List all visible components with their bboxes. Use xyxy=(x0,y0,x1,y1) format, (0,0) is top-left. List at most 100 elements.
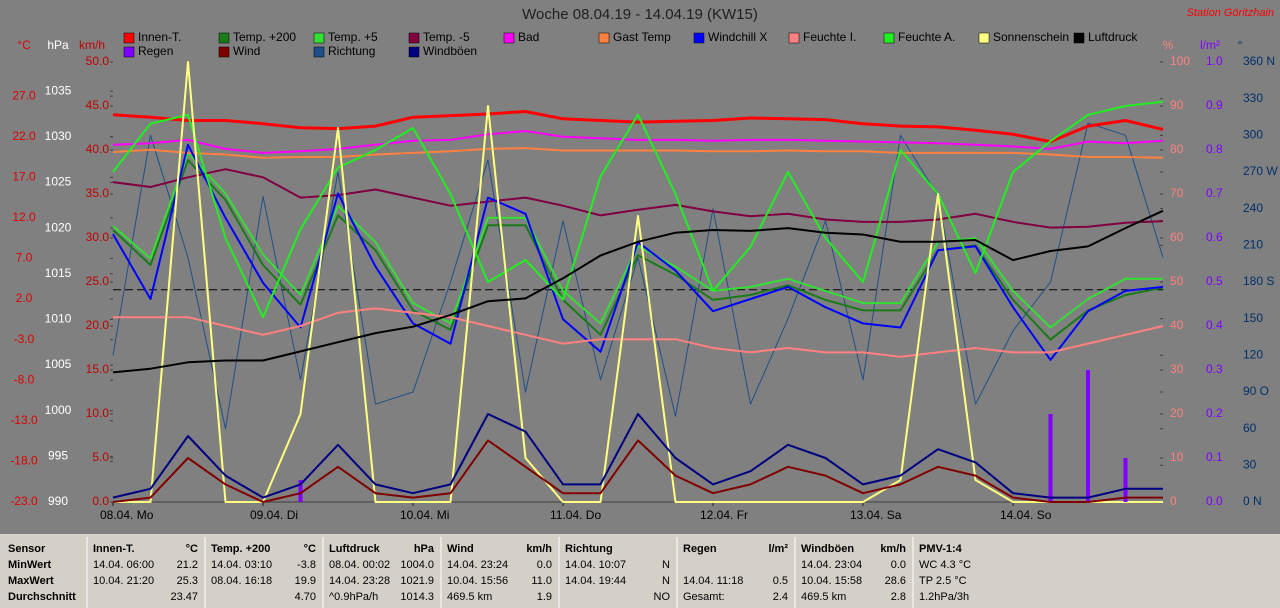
legend-swatch xyxy=(1073,32,1085,44)
table-cell: 25.3 xyxy=(177,575,198,587)
y-tick-label: 22.0 xyxy=(12,129,36,143)
series-line xyxy=(112,439,1163,503)
table-cell: 1014.3 xyxy=(400,591,434,603)
y-tick-label: 180 S xyxy=(1243,274,1274,288)
table-cell: 19.9 xyxy=(295,575,316,587)
y-tick-label: 10.0 xyxy=(86,406,110,420)
table-cell: 10.04. 21:20 xyxy=(93,575,154,587)
legend-label: Windböen xyxy=(423,44,477,58)
table-cell: 14.04. 11:18 xyxy=(683,575,743,587)
rain-bar xyxy=(1086,370,1090,502)
y-tick-label: 50.0 xyxy=(86,54,110,68)
y-tick-label: 0.1 xyxy=(1206,450,1223,464)
y-tick-label: 12.0 xyxy=(12,210,36,224)
legend-label: Temp. +5 xyxy=(328,30,378,44)
column-title: PMV-1:4 xyxy=(919,543,963,555)
table-background xyxy=(0,534,1280,608)
column-unit: °C xyxy=(304,543,316,555)
y-tick-label: 60 xyxy=(1243,421,1257,435)
y-tick-label: 1005 xyxy=(45,357,72,371)
x-tick-label: 11.04. Do xyxy=(550,508,601,522)
x-tick-label: 12.04. Fr xyxy=(700,508,748,522)
x-tick-label: 09.04. Di xyxy=(250,508,298,522)
legend-swatch xyxy=(408,46,420,58)
x-tick-label: 08.04. Mo xyxy=(100,508,154,522)
series-line xyxy=(112,122,1164,430)
y-tick-label: 1000 xyxy=(45,403,72,417)
series-line xyxy=(112,130,1164,154)
legend-swatch xyxy=(313,32,325,44)
y-tick-label: 240 xyxy=(1243,201,1263,215)
legend-swatch xyxy=(788,32,800,44)
y-tick-label: 150 xyxy=(1243,311,1263,325)
rain-bar xyxy=(1048,414,1053,502)
series-line xyxy=(113,61,1163,503)
station-name: Station Göritzhain xyxy=(1187,7,1274,19)
axis-title: km/h xyxy=(79,38,105,52)
chart-title: Woche 08.04.19 - 14.04.19 (KW15) xyxy=(522,6,758,23)
table-cell: 1.2hPa/3h xyxy=(919,591,969,603)
series-line xyxy=(112,100,1164,319)
legend-swatch xyxy=(693,32,705,44)
y-tick-label: 35.0 xyxy=(86,186,110,200)
y-tick-label: -13.0 xyxy=(10,413,38,427)
y-tick-label: 50 xyxy=(1170,274,1184,288)
legend-swatch xyxy=(503,32,515,44)
legend-swatch xyxy=(978,32,990,44)
legend-label: Feuchte I. xyxy=(803,30,856,44)
series-line xyxy=(112,110,1164,144)
column-unit: km/h xyxy=(526,543,552,555)
rain-bar xyxy=(298,480,303,502)
y-tick-label: 25.0 xyxy=(86,274,110,288)
table-cell: N xyxy=(662,559,670,571)
legend-label: Sonnenschein xyxy=(993,30,1069,44)
y-tick-label: 20.0 xyxy=(86,318,110,332)
y-tick-label: 1010 xyxy=(45,312,72,326)
table-cell: 10.04. 15:56 xyxy=(447,575,508,587)
legend-label: Innen-T. xyxy=(138,30,181,44)
x-tick-label: 13.04. Sa xyxy=(850,508,902,522)
table-cell: 1004.0 xyxy=(400,559,434,571)
legend-swatch xyxy=(598,32,610,44)
y-tick-label: 30 xyxy=(1170,362,1184,376)
axis-title: % xyxy=(1163,38,1174,52)
series-line xyxy=(112,159,1164,341)
y-tick-label: 1025 xyxy=(45,175,72,189)
legend-swatch xyxy=(883,32,895,44)
y-tick-label: 0.7 xyxy=(1206,186,1223,200)
series-line xyxy=(112,413,1163,499)
table-cell: 14.04. 03:10 xyxy=(211,559,272,571)
column-title: Innen-T. xyxy=(93,543,135,555)
y-tick-label: 0.3 xyxy=(1206,362,1223,376)
row-label: MaxWert xyxy=(8,575,54,587)
table-cell: 469.5 km xyxy=(447,591,492,603)
table-cell: 2.4 xyxy=(773,591,788,603)
y-tick-label: 27.0 xyxy=(12,88,36,102)
series-line xyxy=(112,209,1164,374)
legend-swatch xyxy=(218,32,230,44)
table-cell: 1021.9 xyxy=(400,575,434,587)
legend-label: Luftdruck xyxy=(1088,30,1138,44)
y-tick-label: 17.0 xyxy=(12,169,36,183)
y-tick-label: 990 xyxy=(48,494,68,508)
legend-label: Windchill X xyxy=(708,30,767,44)
legend-swatch xyxy=(218,46,230,58)
table-cell: 14.04. 06:00 xyxy=(93,559,154,571)
y-tick-label: 1015 xyxy=(45,266,72,280)
table-cell: NO xyxy=(654,591,671,603)
y-tick-label: 60 xyxy=(1170,230,1184,244)
table-cell: 11.0 xyxy=(531,575,552,587)
column-unit: °C xyxy=(186,543,198,555)
y-tick-label: 0 xyxy=(1170,494,1177,508)
table-cell: 08.04. 16:18 xyxy=(211,575,272,587)
table-cell: 14.04. 23:28 xyxy=(329,575,390,587)
table-cell: N xyxy=(662,575,670,587)
row-label: Durchschnitt xyxy=(8,591,76,603)
y-tick-label: 0.6 xyxy=(1206,230,1223,244)
table-cell: 14.04. 19:44 xyxy=(565,575,626,587)
y-tick-label: 7.0 xyxy=(16,251,33,265)
y-tick-label: 0.0 xyxy=(92,494,109,508)
axis-title: hPa xyxy=(47,38,69,52)
table-cell: 4.70 xyxy=(295,591,316,603)
